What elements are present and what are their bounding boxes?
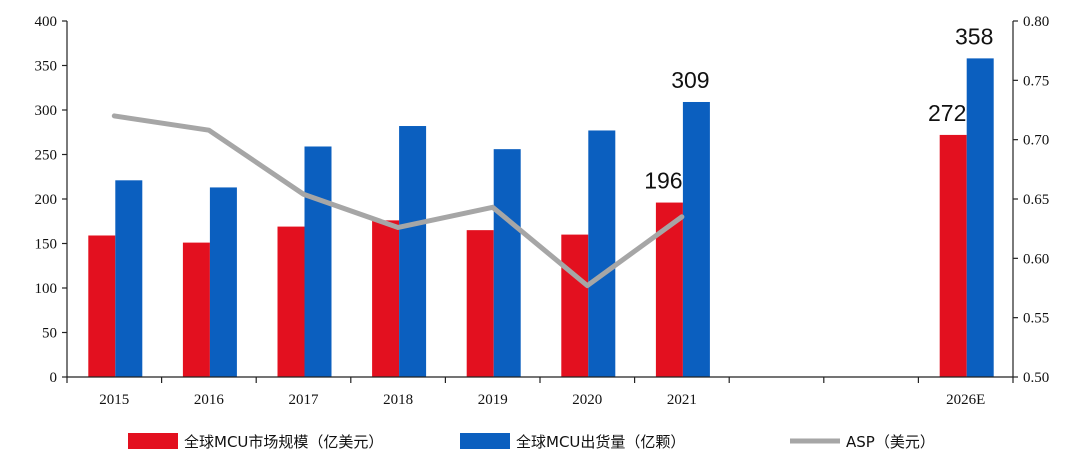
bar-shipments-2017 bbox=[305, 146, 332, 377]
y-left-tick-label: 150 bbox=[35, 237, 58, 253]
x-tick-label: 2017 bbox=[289, 392, 320, 408]
bar-market-size-2019 bbox=[467, 230, 494, 377]
legend-label: ASP（美元） bbox=[846, 433, 935, 451]
data-label: 272 bbox=[928, 100, 966, 126]
bar-shipments-2016 bbox=[210, 187, 237, 377]
x-tick-label: 2018 bbox=[383, 392, 413, 408]
y-left-tick-label: 400 bbox=[35, 14, 58, 30]
bar-market-size-2026E bbox=[940, 135, 967, 377]
x-tick-label: 2019 bbox=[478, 392, 508, 408]
x-tick-label: 2021 bbox=[667, 392, 697, 408]
y-left-tick-label: 50 bbox=[42, 326, 57, 342]
bars-layer bbox=[88, 58, 993, 377]
bar-market-size-2020 bbox=[561, 235, 588, 377]
x-tick-label: 2015 bbox=[99, 392, 129, 408]
legend-item-2: ASP（美元） bbox=[790, 433, 935, 451]
y-right-tick-label: 0.60 bbox=[1023, 251, 1049, 267]
x-tick-label: 2016 bbox=[194, 392, 225, 408]
bar-shipments-2026E bbox=[967, 58, 994, 377]
bar-market-size-2016 bbox=[183, 243, 210, 377]
y-left-tick-label: 350 bbox=[35, 59, 58, 75]
y-left-tick-label: 200 bbox=[35, 192, 58, 208]
legend-label: 全球MCU市场规模（亿美元） bbox=[184, 433, 383, 451]
y-left-tick-label: 250 bbox=[35, 148, 58, 164]
y-right-tick-label: 0.50 bbox=[1023, 370, 1049, 386]
bar-shipments-2018 bbox=[399, 126, 426, 377]
bar-shipments-2015 bbox=[115, 180, 142, 377]
legend-item-1: 全球MCU出货量（亿颗） bbox=[460, 433, 685, 451]
legend-item-0: 全球MCU市场规模（亿美元） bbox=[128, 433, 383, 451]
y-right-tick-label: 0.55 bbox=[1023, 311, 1049, 327]
y-right-tick-label: 0.65 bbox=[1023, 192, 1049, 208]
data-label: 358 bbox=[955, 23, 993, 49]
y-left-tick-label: 0 bbox=[50, 370, 58, 386]
legend-swatch bbox=[460, 433, 510, 449]
data-label: 309 bbox=[671, 67, 709, 93]
legend: 全球MCU市场规模（亿美元） 全球MCU出货量（亿颗） ASP（美元） bbox=[128, 433, 935, 451]
y-right-tick-label: 0.75 bbox=[1023, 73, 1049, 89]
y-right-tick-label: 0.70 bbox=[1023, 133, 1049, 149]
bar-market-size-2015 bbox=[88, 235, 115, 377]
y-left-tick-label: 100 bbox=[35, 281, 58, 297]
legend-label: 全球MCU出货量（亿颗） bbox=[516, 433, 685, 451]
bar-market-size-2018 bbox=[372, 220, 399, 377]
x-tick-label: 2026E bbox=[946, 392, 985, 408]
bar-market-size-2017 bbox=[278, 227, 305, 377]
bar-shipments-2021 bbox=[683, 102, 710, 377]
legend-swatch bbox=[128, 433, 178, 449]
y-left-tick-label: 300 bbox=[35, 103, 58, 119]
y-right-tick-label: 0.80 bbox=[1023, 14, 1049, 30]
bar-shipments-2019 bbox=[494, 149, 521, 377]
bar-shipments-2020 bbox=[588, 130, 615, 377]
x-tick-label: 2020 bbox=[572, 392, 602, 408]
data-label: 196 bbox=[644, 168, 682, 194]
